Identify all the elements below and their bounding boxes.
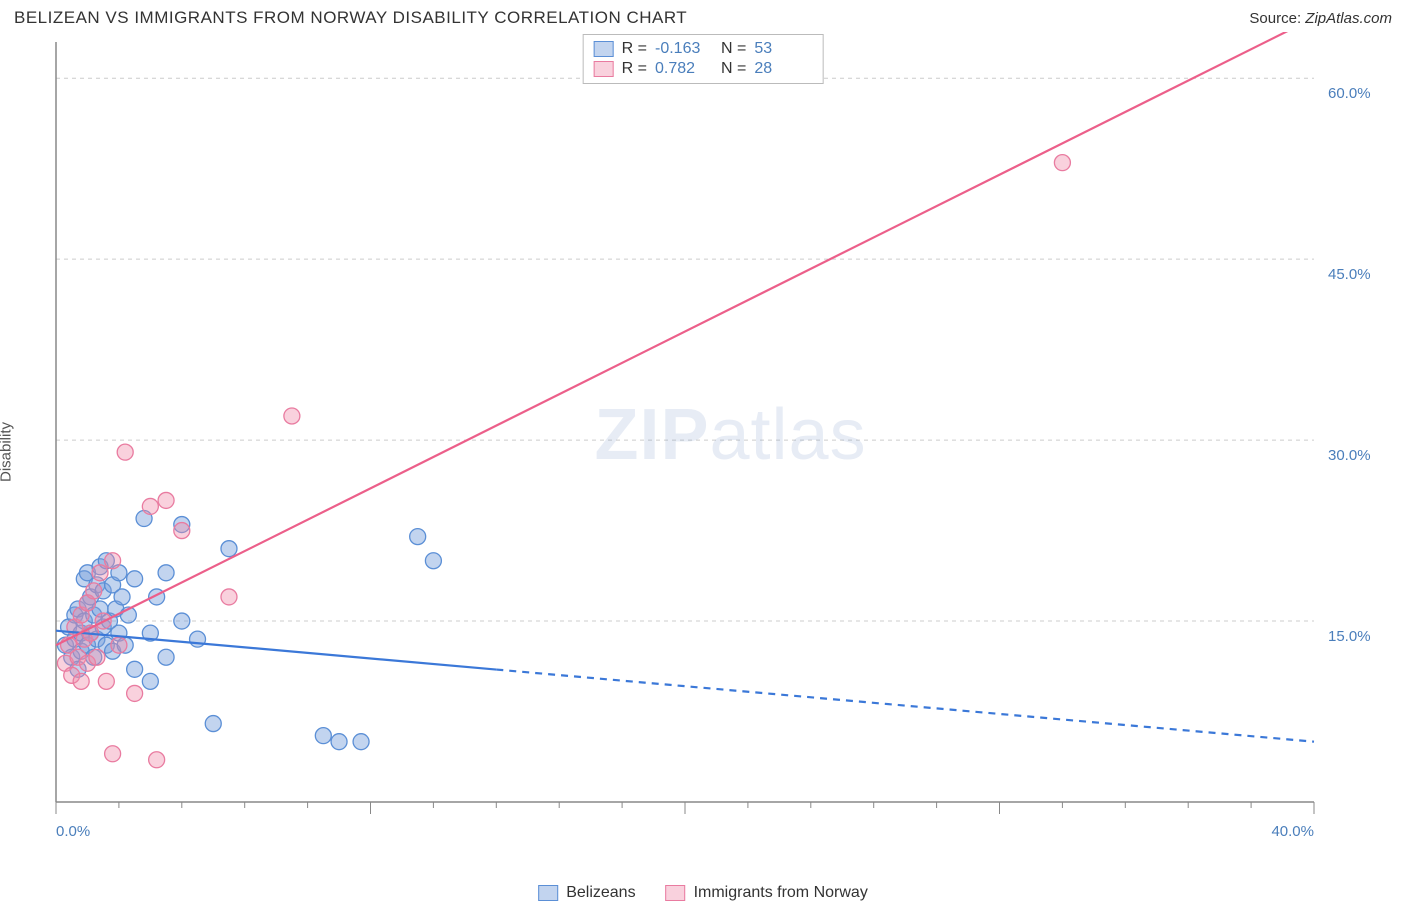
svg-text:30.0%: 30.0%: [1328, 447, 1371, 464]
legend-item-belizeans: Belizeans: [538, 884, 635, 902]
series-legend: Belizeans Immigrants from Norway: [538, 884, 868, 902]
chart-source: Source: ZipAtlas.com: [1249, 10, 1392, 27]
svg-text:45.0%: 45.0%: [1328, 266, 1371, 283]
y-axis-label: Disability: [0, 422, 15, 482]
source-label: Source:: [1249, 10, 1305, 27]
swatch-belizeans: [594, 41, 614, 57]
r-label: R =: [622, 60, 647, 78]
correlation-scatter-chart: 15.0% 30.0% 45.0% 60.0% 0.0% 40.0%: [14, 32, 1392, 872]
n-value-belizeans: 53: [754, 40, 812, 58]
legend-label-norway: Immigrants from Norway: [694, 884, 868, 902]
r-label: R =: [622, 40, 647, 58]
legend-row-belizeans: R = -0.163 N = 53: [594, 39, 813, 59]
n-label: N =: [721, 40, 746, 58]
n-label: N =: [721, 60, 746, 78]
source-value: ZipAtlas.com: [1305, 10, 1392, 27]
chart-header: BELIZEAN VS IMMIGRANTS FROM NORWAY DISAB…: [0, 0, 1406, 32]
r-value-belizeans: -0.163: [655, 40, 713, 58]
correlation-legend: R = -0.163 N = 53 R = 0.782 N = 28: [583, 34, 824, 84]
chart-title: BELIZEAN VS IMMIGRANTS FROM NORWAY DISAB…: [14, 8, 687, 28]
legend-item-norway: Immigrants from Norway: [666, 884, 868, 902]
svg-text:60.0%: 60.0%: [1328, 85, 1371, 102]
swatch-norway: [594, 61, 614, 77]
legend-label-belizeans: Belizeans: [566, 884, 635, 902]
svg-text:40.0%: 40.0%: [1271, 823, 1314, 840]
svg-text:0.0%: 0.0%: [56, 823, 90, 840]
legend-row-norway: R = 0.782 N = 28: [594, 59, 813, 79]
swatch-norway: [666, 885, 686, 901]
r-value-norway: 0.782: [655, 60, 713, 78]
swatch-belizeans: [538, 885, 558, 901]
chart-container: Disability 15.0%30.0%45.0%60.0%0.0%40.0%…: [14, 32, 1392, 872]
svg-text:15.0%: 15.0%: [1328, 628, 1371, 645]
n-value-norway: 28: [754, 60, 812, 78]
